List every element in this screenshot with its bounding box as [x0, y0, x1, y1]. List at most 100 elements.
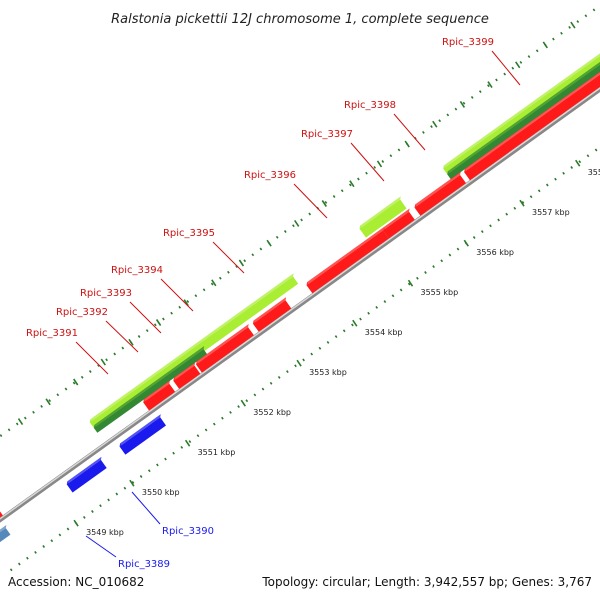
tick-dot	[373, 165, 377, 169]
tick-dot	[105, 358, 108, 362]
inner-tick-row	[9, 148, 598, 572]
gene-label[interactable]: Rpic_3395	[163, 228, 215, 239]
tick-dot	[212, 422, 216, 426]
tick-dot	[381, 160, 385, 163]
outer-major-tick	[183, 299, 189, 307]
tick-dot	[424, 271, 427, 274]
tick-dot	[365, 171, 368, 175]
gene-label-leader	[293, 183, 328, 219]
tick-dot	[537, 189, 541, 193]
tick-dot	[552, 37, 555, 41]
gene-label-leader	[131, 491, 161, 525]
tick-dot	[131, 480, 135, 484]
gene-label[interactable]: Rpic_3393	[80, 288, 132, 299]
tick-dot	[259, 247, 263, 251]
gene-label[interactable]: Rpic_3391	[26, 328, 78, 339]
gene-label[interactable]: Rpic_3392	[56, 307, 108, 318]
tick-dot	[227, 270, 230, 274]
backbone-layer	[0, 86, 600, 523]
tick-dot	[237, 405, 240, 409]
gene-label[interactable]: Rpic_3399	[442, 37, 494, 48]
gene-label[interactable]: Rpic_3398	[344, 100, 396, 111]
tick-dot	[487, 84, 490, 88]
tick-dot	[97, 364, 100, 368]
gene-label-leader	[75, 341, 109, 375]
tick-dot	[586, 154, 590, 158]
feature-layer	[89, 53, 600, 433]
ruler-label: 3552 kbp	[253, 408, 291, 417]
outer-major-tick	[542, 41, 548, 49]
tick-dot	[80, 375, 84, 379]
tick-dot	[88, 370, 92, 373]
tick-dot	[261, 387, 265, 391]
tick-dot	[48, 399, 52, 403]
tick-dot	[570, 166, 574, 169]
tick-dot	[470, 95, 474, 99]
gene-block	[196, 324, 254, 373]
tick-dot	[137, 335, 141, 338]
ruler-major-tick	[240, 399, 246, 407]
gene-label[interactable]: Rpic_3389	[118, 559, 170, 570]
outer-major-tick	[100, 358, 106, 366]
ruler-major-tick	[519, 199, 525, 207]
accession-text: Accession: NC_010682	[8, 575, 144, 589]
tick-dot	[180, 445, 184, 449]
tick-dot	[438, 119, 442, 123]
outer-major-tick	[17, 418, 24, 426]
tick-dot	[162, 317, 165, 321]
gene-block	[66, 456, 107, 493]
tick-dot	[123, 486, 127, 490]
ruler-major-tick	[184, 439, 191, 447]
tick-dot	[245, 399, 249, 403]
gene-block-partial	[0, 511, 3, 518]
tick-dot	[430, 125, 433, 129]
tick-dot	[26, 556, 29, 560]
gene-block	[464, 71, 600, 181]
tick-dot	[308, 212, 312, 216]
tick-dot	[42, 545, 46, 548]
gene-label-leader	[350, 142, 385, 182]
tick-dot	[497, 218, 500, 222]
gene-label[interactable]: Rpic_3396	[244, 170, 296, 181]
tick-dot	[391, 294, 395, 298]
gene-block	[173, 362, 201, 389]
gene-label[interactable]: Rpic_3394	[111, 265, 163, 276]
tick-dot	[594, 148, 598, 152]
tick-dot	[283, 230, 287, 233]
tick-dot	[243, 259, 247, 263]
tick-dot	[529, 195, 533, 199]
tick-dot	[277, 375, 281, 379]
ruler-label: 3549 kbp	[86, 528, 124, 537]
gene-block	[414, 171, 466, 216]
ruler-label: 3557 kbp	[532, 208, 570, 217]
tick-dot	[91, 510, 94, 513]
tick-dot	[32, 410, 35, 414]
tick-dot	[503, 72, 507, 76]
tick-dot	[202, 288, 206, 292]
ruler-major-tick	[463, 239, 469, 247]
tick-dot	[383, 300, 387, 304]
ruler-major-tick	[73, 519, 79, 527]
tick-dot	[478, 90, 482, 94]
outer-tick-row	[0, 8, 596, 438]
gene-label-leader	[393, 113, 426, 151]
tick-dot	[527, 55, 531, 59]
tick-dot	[576, 20, 580, 24]
outer-major-tick	[376, 160, 383, 168]
gene-label[interactable]: Rpic_3397	[301, 129, 353, 140]
tick-dot	[340, 189, 344, 193]
gene-label[interactable]: Rpic_3390	[162, 526, 214, 537]
outer-major-tick	[155, 319, 162, 326]
outer-major-tick	[487, 81, 493, 89]
outer-major-tick	[432, 120, 438, 128]
tick-dot	[310, 352, 314, 356]
tick-dot	[342, 329, 346, 333]
tick-dot	[113, 352, 117, 356]
tick-dot	[170, 311, 173, 315]
tick-dot	[397, 148, 401, 152]
tick-dot	[64, 387, 68, 391]
tick-dot	[204, 428, 208, 432]
tick-dot	[560, 31, 563, 35]
tick-dot	[251, 253, 255, 257]
tick-dot	[359, 317, 362, 321]
